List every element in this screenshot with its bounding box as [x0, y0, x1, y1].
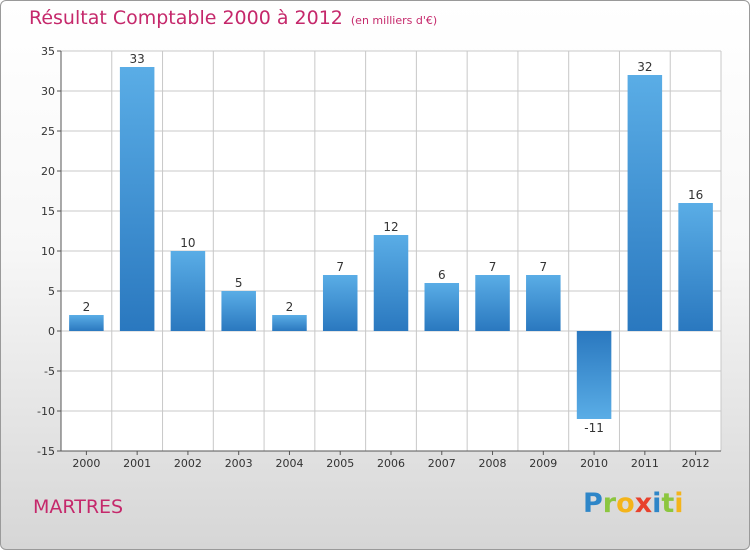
data-label: 12 [383, 220, 398, 234]
logo-letter: i [652, 488, 662, 519]
y-tick-label: -15 [37, 445, 55, 458]
data-label: 7 [336, 260, 344, 274]
x-tick-label: 2003 [225, 457, 253, 470]
data-label: 2 [286, 300, 294, 314]
data-label: 16 [688, 188, 703, 202]
y-tick-label: 35 [41, 45, 55, 58]
bar-2004 [272, 315, 307, 331]
x-tick-label: 2012 [682, 457, 710, 470]
x-tick-label: 2008 [479, 457, 507, 470]
bar-2009 [526, 275, 561, 331]
chart-subtitle: (en milliers d'€) [350, 14, 438, 27]
data-label: 6 [438, 268, 446, 282]
x-tick-label: 2007 [428, 457, 456, 470]
bar-2011 [627, 75, 663, 331]
logo-letter: o [616, 488, 635, 519]
chart-title: Résultat Comptable 2000 à 2012 (en millie… [29, 7, 437, 29]
data-label: -11 [584, 421, 604, 435]
y-tick-label: 10 [41, 245, 55, 258]
y-tick-label: 25 [41, 125, 55, 138]
bar-2005 [322, 275, 358, 331]
x-tick-label: 2000 [72, 457, 100, 470]
bar-2003 [221, 291, 256, 331]
logo-letter: r [602, 488, 617, 519]
y-tick-label: 15 [41, 205, 55, 218]
x-tick-label: 2006 [377, 457, 405, 470]
data-label: 7 [539, 260, 547, 274]
y-tick-label: 0 [48, 325, 55, 338]
bar-2000 [69, 315, 104, 331]
logo-letter: t [661, 488, 675, 519]
proxiti-logo: Proxiti [583, 488, 684, 519]
x-tick-label: 2004 [275, 457, 303, 470]
data-label: 7 [489, 260, 497, 274]
y-tick-label: -10 [37, 405, 55, 418]
bar-2010 [576, 331, 612, 419]
y-tick-label: 20 [41, 165, 55, 178]
chart-title-text: Résultat Comptable 2000 à 2012 [29, 7, 343, 29]
x-tick-label: 2002 [174, 457, 202, 470]
logo-letter: x [634, 488, 653, 519]
bar-2006 [373, 235, 409, 331]
x-tick-label: 2005 [326, 457, 354, 470]
data-label: 33 [130, 52, 145, 66]
y-tick-label: 30 [41, 85, 55, 98]
data-label: 10 [180, 236, 195, 250]
data-label: 2 [83, 300, 91, 314]
y-tick-label: -5 [44, 365, 55, 378]
x-tick-label: 2009 [529, 457, 557, 470]
bar-2012 [678, 203, 713, 331]
data-label: 32 [637, 60, 652, 74]
logo-letter: i [674, 488, 684, 519]
logo-letter: P [583, 488, 603, 519]
x-tick-label: 2011 [631, 457, 659, 470]
commune-name: MARTRES [33, 496, 124, 518]
x-tick-label: 2001 [123, 457, 151, 470]
bar-2002 [170, 251, 206, 331]
bar-2007 [424, 283, 460, 331]
data-label: 5 [235, 276, 243, 290]
x-tick-label: 2010 [580, 457, 608, 470]
y-tick-label: 5 [48, 285, 55, 298]
bar-2001 [119, 67, 155, 331]
bar-2008 [475, 275, 510, 331]
